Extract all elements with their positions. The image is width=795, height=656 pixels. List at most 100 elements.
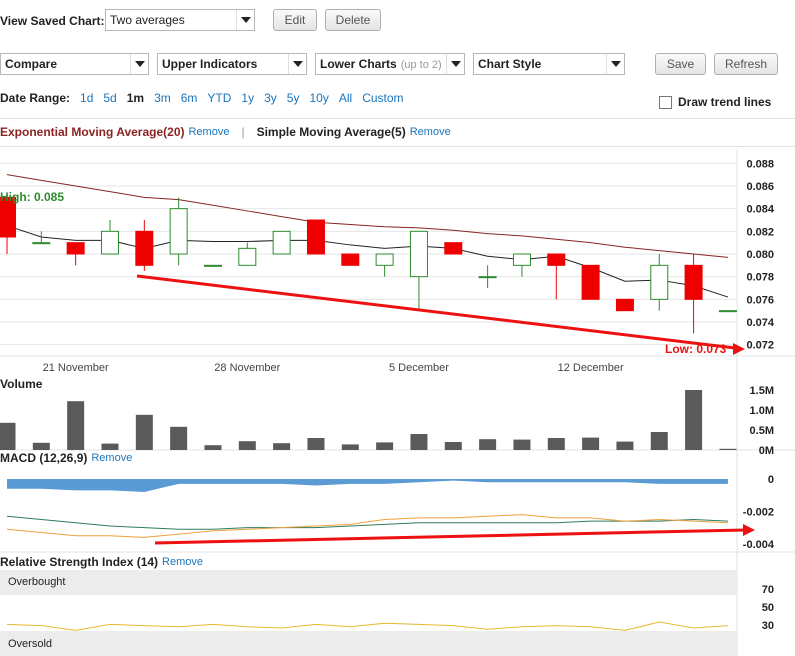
rsi-header: Relative Strength Index (14) Remove [0, 554, 795, 569]
chevron-down-icon [606, 54, 624, 74]
volume-bar [170, 426, 188, 450]
date-range-custom[interactable]: Custom [362, 91, 404, 105]
delete-button[interactable]: Delete [325, 9, 381, 31]
divider [0, 118, 795, 119]
rsi-oversold-band: Oversold [0, 631, 737, 656]
y-tick-label: -0.004 [743, 539, 775, 551]
overbought-label: Overbought [8, 576, 66, 588]
date-range-5d[interactable]: 5d [103, 91, 117, 105]
y-tick-label: 0.076 [746, 294, 774, 306]
date-range-10y[interactable]: 10y [309, 91, 329, 105]
candle-up [650, 264, 669, 300]
rsi-overbought-band: Overbought [0, 570, 737, 595]
y-tick-label: 0.078 [746, 272, 774, 284]
macd-line [6, 515, 728, 530]
date-range-1y[interactable]: 1y [241, 91, 255, 105]
trend-lines-checkbox[interactable] [659, 95, 672, 109]
arrow-head-icon [743, 524, 755, 536]
macd-histogram [7, 478, 728, 492]
candle-up [718, 310, 737, 313]
y-tick-label: 50 [762, 602, 774, 614]
rsi-remove-link[interactable]: Remove [162, 555, 204, 568]
volume-bar [67, 401, 85, 450]
date-range-all[interactable]: All [338, 91, 353, 105]
candle-down [66, 242, 85, 255]
volume-bar [719, 448, 737, 450]
rsi-line-layer: 50 30 [6, 602, 774, 632]
chart-style-label: Chart Style [478, 57, 542, 71]
candle-down [341, 253, 360, 266]
lower-charts-label: Lower Charts [320, 57, 397, 71]
trend-lines-toggle[interactable]: Draw trend lines [659, 95, 771, 109]
chart-style-select[interactable]: Chart Style [473, 53, 625, 75]
candle-down [581, 264, 600, 300]
compare-select[interactable]: Compare [0, 53, 149, 75]
candle-up [272, 230, 291, 255]
y-tick-label: 70 [762, 584, 774, 596]
candle-up [512, 253, 531, 266]
date-range-links: 1d 5d 1m 3m 6m YTD 1y 3y 5y 10y All Custom [70, 91, 404, 105]
ema-line [6, 174, 728, 258]
x-tick-label: 21 November [43, 362, 109, 374]
lower-charts-select[interactable]: Lower Charts (up to 2) [315, 53, 465, 75]
candle-up [375, 253, 394, 266]
date-range-3m[interactable]: 3m [154, 91, 171, 105]
date-range-ytd[interactable]: YTD [207, 91, 232, 105]
arrow-head-icon [733, 343, 745, 355]
macd-header: MACD (12,26,9) Remove [0, 450, 795, 465]
volume-bar [238, 441, 256, 450]
candle-up [478, 276, 497, 279]
saved-chart-value: Two averages [110, 13, 185, 27]
candle-down [306, 219, 325, 255]
ema-remove-link[interactable]: Remove [188, 126, 230, 138]
candle-up [203, 264, 222, 267]
candle-up [409, 230, 428, 278]
date-range-3y[interactable]: 3y [264, 91, 277, 105]
oversold-label: Oversold [8, 638, 53, 650]
volume-bar [410, 434, 428, 450]
x-tick-label: 12 December [558, 362, 624, 374]
save-button[interactable]: Save [655, 53, 706, 75]
volume-bar [32, 442, 50, 450]
candle-down [444, 242, 463, 255]
refresh-button[interactable]: Refresh [714, 53, 778, 75]
sma-line [6, 225, 729, 298]
rsi-title: Relative Strength Index (14) [0, 554, 159, 569]
date-range-1m[interactable]: 1m [126, 91, 145, 105]
y-tick-label: 30 [762, 620, 774, 632]
candle-up [100, 230, 119, 255]
sma-remove-link[interactable]: Remove [409, 126, 451, 138]
y-tick-label: 0.074 [746, 317, 774, 329]
y-tick-label: 1.5M [750, 385, 774, 397]
macd-title: MACD (12,26,9) [0, 450, 88, 465]
candle-down [684, 264, 703, 300]
date-range-5y[interactable]: 5y [286, 91, 300, 105]
date-range-6m[interactable]: 6m [180, 91, 198, 105]
volume-bar [341, 444, 359, 450]
volume-bar [444, 442, 462, 450]
date-range-1d[interactable]: 1d [80, 91, 94, 105]
high-label: High: 0.085 [0, 190, 65, 204]
upper-indicators-select[interactable]: Upper Indicators [157, 53, 307, 75]
price-chart: 0.088 0.086 0.084 0.082 0.080 0.078 0.076 0.074… [0, 150, 795, 656]
chevron-down-icon [288, 54, 306, 74]
signal-line [6, 514, 728, 538]
chevron-down-icon [130, 54, 148, 74]
y-tick-label: 0.080 [746, 249, 774, 261]
rsi-line [6, 621, 728, 631]
edit-button[interactable]: Edit [273, 9, 317, 31]
volume-bar [513, 439, 531, 450]
candle-down [135, 230, 154, 266]
volume-bar [650, 432, 668, 450]
saved-chart-select[interactable]: Two averages [105, 9, 255, 31]
volume-bar [135, 414, 153, 450]
candle-up [238, 247, 257, 266]
candle-up [32, 242, 51, 245]
divider [0, 146, 795, 147]
upper-indicators-label: Upper Indicators [162, 57, 258, 71]
candle-down [0, 196, 16, 238]
macd-remove-link[interactable]: Remove [91, 451, 133, 464]
y-tick-label: 1.0M [750, 405, 774, 417]
volume-header: Volume [0, 377, 795, 391]
candle-down [615, 298, 634, 312]
